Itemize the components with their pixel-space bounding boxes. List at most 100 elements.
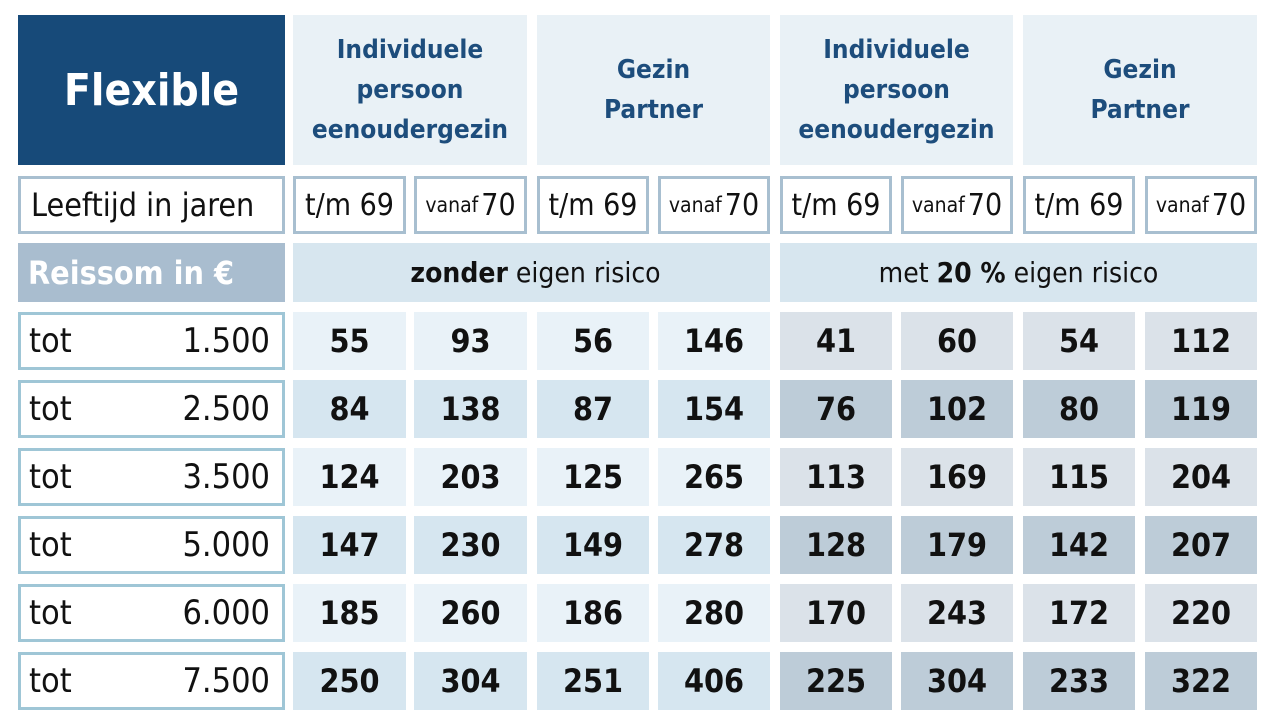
band-text: eigen risico xyxy=(1013,256,1159,289)
table-cell: 322 xyxy=(1145,652,1257,710)
table-cell: 112 xyxy=(1145,312,1257,370)
table-cell: 149 xyxy=(537,516,649,574)
table-cell: 207 xyxy=(1145,516,1257,574)
age-prefix: t/m xyxy=(305,187,360,223)
table-cell: 406 xyxy=(658,652,770,710)
age-prefix: vanaf xyxy=(425,193,479,217)
group-header-line: Partner xyxy=(1090,95,1190,125)
row-label: tot 1.500 xyxy=(18,312,285,370)
row-prefix: tot xyxy=(29,321,72,361)
risk-band: met 20 % eigen risico xyxy=(780,243,1257,302)
table-cell: 225 xyxy=(780,652,892,710)
table-cell: 55 xyxy=(293,312,406,370)
group-header-line: persoon xyxy=(356,75,464,105)
age-value: 69 xyxy=(846,187,881,223)
table-cell: 251 xyxy=(537,652,649,710)
table-cell: 304 xyxy=(414,652,527,710)
row-amount: 5.000 xyxy=(182,525,270,565)
table-cell: 87 xyxy=(537,380,649,438)
band-text: eigen risico xyxy=(515,256,661,289)
table-cell: 250 xyxy=(293,652,406,710)
age-label: Leeftijd in jaren xyxy=(18,176,285,234)
table-cell: 56 xyxy=(537,312,649,370)
table-cell: 76 xyxy=(780,380,892,438)
group-header: Individuele persoon eenoudergezin xyxy=(780,15,1013,165)
table-cell: 124 xyxy=(293,448,406,506)
row-amount: 1.500 xyxy=(182,321,270,361)
table-cell: 142 xyxy=(1023,516,1135,574)
age-prefix: vanaf xyxy=(911,193,965,217)
table-cell: 125 xyxy=(537,448,649,506)
group-header-line: persoon xyxy=(843,75,950,105)
group-header-line: eenoudergezin xyxy=(798,115,995,145)
age-value: 70 xyxy=(481,187,516,223)
age-value: 69 xyxy=(359,187,394,223)
group-header-line: Partner xyxy=(603,95,703,125)
row-label: tot 7.500 xyxy=(18,652,285,710)
table-cell: 204 xyxy=(1145,448,1257,506)
band-bold: zonder xyxy=(410,256,508,289)
age-cell: vanaf 70 xyxy=(1145,176,1257,234)
age-prefix: t/m xyxy=(791,187,847,223)
age-value: 69 xyxy=(1089,187,1124,223)
group-header: Individuele persoon eenoudergezin xyxy=(293,15,527,165)
table-cell: 113 xyxy=(780,448,892,506)
group-header-line: Individuele xyxy=(336,35,484,65)
age-cell: t/m 69 xyxy=(293,176,406,234)
group-header-line: eenoudergezin xyxy=(311,115,509,145)
row-prefix: tot xyxy=(29,525,72,565)
table-cell: 154 xyxy=(658,380,770,438)
table-cell: 185 xyxy=(293,584,406,642)
table-cell: 203 xyxy=(414,448,527,506)
group-header-line: Gezin xyxy=(616,55,691,85)
sum-label: Reissom in € xyxy=(18,243,285,302)
table-cell: 304 xyxy=(901,652,1013,710)
table-cell: 186 xyxy=(537,584,649,642)
row-prefix: tot xyxy=(29,661,72,701)
table-cell: 220 xyxy=(1145,584,1257,642)
table-cell: 278 xyxy=(658,516,770,574)
table-cell: 169 xyxy=(901,448,1013,506)
table-cell: 102 xyxy=(901,380,1013,438)
age-prefix: vanaf xyxy=(668,193,722,217)
band-bold: 20 % xyxy=(936,256,1006,289)
group-header-line: Individuele xyxy=(823,35,970,65)
table-cell: 84 xyxy=(293,380,406,438)
table-cell: 54 xyxy=(1023,312,1135,370)
age-cell: vanaf 70 xyxy=(901,176,1013,234)
row-label: tot 6.000 xyxy=(18,584,285,642)
row-amount: 2.500 xyxy=(182,389,270,429)
table-cell: 172 xyxy=(1023,584,1135,642)
age-value: 70 xyxy=(967,187,1003,223)
group-header-line: Gezin xyxy=(1103,55,1177,85)
row-label: tot 2.500 xyxy=(18,380,285,438)
row-label: tot 5.000 xyxy=(18,516,285,574)
table-cell: 170 xyxy=(780,584,892,642)
table-cell: 179 xyxy=(901,516,1013,574)
age-value: 70 xyxy=(724,187,760,223)
age-cell: t/m 69 xyxy=(537,176,649,234)
table-cell: 60 xyxy=(901,312,1013,370)
group-header: Gezin Partner xyxy=(1023,15,1257,165)
table-cell: 41 xyxy=(780,312,892,370)
age-prefix: t/m xyxy=(1034,187,1090,223)
table-cell: 115 xyxy=(1023,448,1135,506)
table-cell: 93 xyxy=(414,312,527,370)
table-cell: 146 xyxy=(658,312,770,370)
age-cell: t/m 69 xyxy=(1023,176,1135,234)
group-header: Gezin Partner xyxy=(537,15,770,165)
table-cell: 138 xyxy=(414,380,527,438)
table-title: Flexible xyxy=(18,15,285,165)
age-prefix: t/m xyxy=(548,187,604,223)
age-cell: t/m 69 xyxy=(780,176,892,234)
table-cell: 147 xyxy=(293,516,406,574)
row-amount: 6.000 xyxy=(182,593,270,633)
row-prefix: tot xyxy=(29,389,72,429)
table-cell: 260 xyxy=(414,584,527,642)
row-amount: 3.500 xyxy=(182,457,270,497)
age-cell: vanaf 70 xyxy=(658,176,770,234)
table-cell: 119 xyxy=(1145,380,1257,438)
table-cell: 280 xyxy=(658,584,770,642)
age-cell: vanaf 70 xyxy=(414,176,527,234)
row-amount: 7.500 xyxy=(182,661,270,701)
